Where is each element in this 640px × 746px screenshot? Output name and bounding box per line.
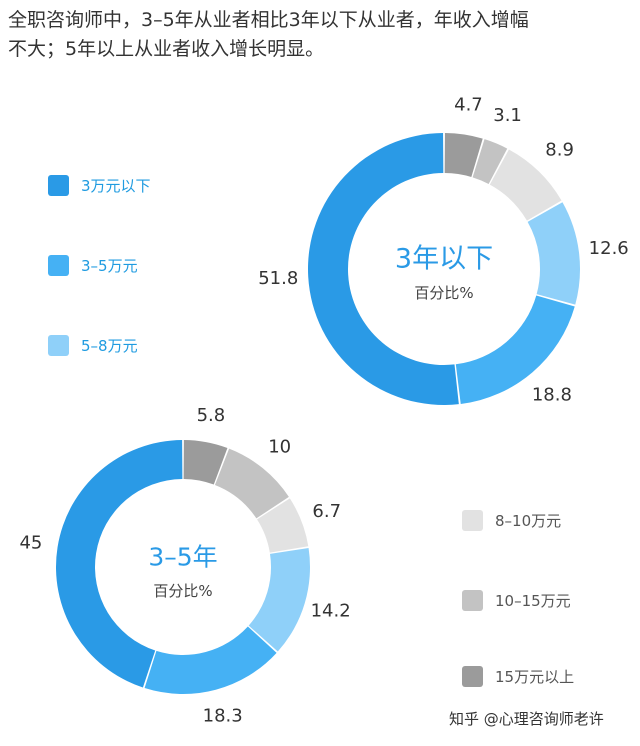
donut-2-slice-3	[248, 548, 310, 652]
donut-2-slice-5	[214, 448, 289, 519]
headline-line-2: 不大；5年以上从业者收入增长明显。	[8, 38, 325, 60]
donut-1-slice-3	[527, 202, 580, 305]
watermark-text: 知乎 @心理咨询师老许	[449, 710, 604, 728]
donut-2-value-label: 10	[268, 437, 291, 458]
legend-item-8-10w: 8–10万元	[462, 508, 561, 532]
donut-1-value-label: 4.7	[454, 94, 483, 115]
donut-1-value-label: 3.1	[493, 105, 522, 126]
donut-2-value-label: 6.7	[312, 501, 341, 522]
legend-item-5-8w: 5–8万元	[48, 333, 138, 357]
headline-line-1: 全职咨询师中，3–5年从业者相比3年以下从业者，年收入增幅	[8, 9, 529, 31]
donut-2-value-label: 45	[19, 532, 42, 553]
legend-swatch	[48, 174, 69, 196]
donut-1-center-subtitle: 百分比%	[414, 284, 473, 302]
legend-label: 5–8万元	[81, 336, 138, 355]
donut-1-value-label: 8.9	[545, 139, 574, 160]
legend-item-10-15w: 10–15万元	[462, 588, 571, 612]
legend-swatch	[48, 254, 69, 276]
donut-1-value-label: 18.8	[532, 385, 572, 406]
donut-1-slice-6	[444, 133, 483, 177]
donut-1-value-label: 51.8	[258, 268, 298, 289]
donut-2-slice-4	[257, 498, 309, 553]
legend-swatch	[48, 334, 69, 356]
legend-item-3-5w: 3–5万元	[48, 253, 138, 277]
donut-1-center-title: 3年以下	[395, 244, 493, 275]
legend-item-under-3w: 3万元以下	[48, 173, 151, 197]
donut-2-slice-1	[55, 440, 183, 688]
donut-1-slice-1	[307, 133, 459, 406]
headline: 全职咨询师中，3–5年从业者相比3年以下从业者，年收入增幅 不大；5年以上从业者…	[8, 6, 630, 64]
donut-1-value-label: 12.6	[589, 238, 629, 259]
legend-label: 15万元以上	[495, 667, 575, 686]
donut-2-slice-2	[144, 626, 277, 694]
donut-2-value-label: 14.2	[311, 600, 351, 621]
legend-label: 3–5万元	[81, 256, 138, 275]
donut-2-center-title: 3–5年	[148, 543, 217, 572]
legend-swatch	[462, 589, 483, 611]
legend-label: 10–15万元	[495, 591, 571, 610]
legend-item-15w-plus: 15万元以上	[462, 664, 574, 688]
donut-1-slice-4	[489, 149, 562, 221]
donut-2-value-label: 18.3	[203, 705, 243, 726]
donut-1-slice-2	[455, 295, 575, 404]
legend-swatch	[462, 509, 483, 531]
donut-2-center-subtitle: 百分比%	[153, 582, 212, 600]
donut-2-slice-6	[183, 440, 228, 485]
donut-1-slice-5	[472, 139, 508, 185]
legend-swatch	[462, 665, 483, 687]
donut-2-value-label: 5.8	[197, 405, 226, 426]
legend-label: 8–10万元	[495, 511, 562, 530]
legend-label: 3万元以下	[81, 176, 151, 195]
